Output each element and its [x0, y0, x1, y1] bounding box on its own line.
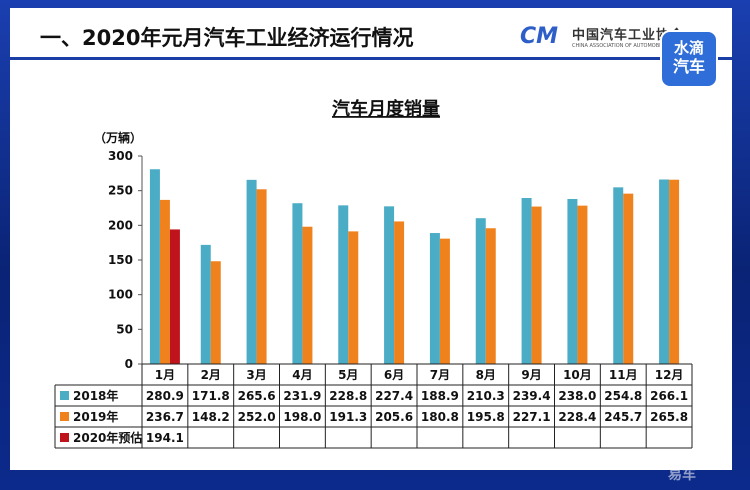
bar-2018年-11月 — [613, 187, 624, 364]
x-category-label: 12月 — [655, 368, 684, 382]
data-value-cell: 231.9 — [283, 389, 321, 403]
data-value-cell: 280.9 — [146, 389, 184, 403]
x-category-label: 11月 — [609, 368, 638, 382]
bar-2018年-12月 — [659, 179, 670, 364]
bar-2019年-7月 — [439, 238, 450, 364]
chart-bars — [149, 169, 680, 364]
x-category-label: 8月 — [476, 368, 496, 382]
data-value-cell: 180.8 — [421, 410, 459, 424]
x-category-label: 5月 — [338, 368, 358, 382]
data-value-cell: 198.0 — [283, 410, 321, 424]
y-axis-unit-label: （万辆） — [94, 130, 142, 145]
data-value-cell: 254.8 — [604, 389, 642, 403]
data-table: 1月 2月 3月 4月 5月 6月 7月 8月 9月 10月 11月 12月 2018年 280.9 171… — [54, 363, 693, 449]
data-value-cell: 239.4 — [513, 389, 551, 403]
caam-logo-chinese: 中国汽车工业协会 — [572, 28, 685, 43]
data-value-cell: 265.6 — [238, 389, 276, 403]
bar-2019年-4月 — [302, 226, 313, 364]
data-value-cell: 238.0 — [558, 389, 596, 403]
y-tick-label: 100 — [108, 288, 133, 302]
bar-2018年-2月 — [200, 244, 211, 364]
bar-2019年-10月 — [577, 205, 588, 364]
data-value-cell: 227.1 — [513, 410, 551, 424]
bar-2019年-8月 — [485, 228, 496, 364]
bar-2018年-5月 — [338, 205, 349, 364]
bar-2020年预估-1月 — [169, 229, 180, 364]
badge-line-2: 汽车 — [672, 57, 705, 76]
y-tick-label: 300 — [108, 149, 133, 163]
legend-label: 2019年 — [73, 409, 118, 424]
caam-logo-mark: CM — [520, 24, 559, 49]
legend-label: 2018年 — [73, 388, 118, 403]
y-tick-label: 0 — [125, 357, 133, 371]
x-category-label: 6月 — [384, 368, 404, 382]
bar-2019年-3月 — [256, 189, 267, 364]
x-category-label: 10月 — [563, 368, 592, 382]
slide-title: 一、2020年元月汽车工业经济运行情况 — [40, 26, 414, 50]
yiche-watermark: 易车 — [668, 467, 696, 483]
bar-2018年-3月 — [246, 179, 257, 364]
bar-2018年-4月 — [292, 203, 303, 364]
y-tick-label: 200 — [108, 218, 133, 232]
bar-2019年-11月 — [623, 193, 634, 364]
y-tick-label: 150 — [108, 253, 133, 267]
data-value-cell: 210.3 — [467, 389, 505, 403]
data-value-cell: 236.7 — [146, 410, 184, 424]
data-value-cell: 171.8 — [192, 389, 230, 403]
legend-swatch-2018年 — [60, 391, 69, 400]
data-value-cell: 228.4 — [558, 410, 596, 424]
title-underline — [10, 57, 732, 60]
caam-logo-english: CHINA ASSOCIATION OF AUTOMOBILE MANUFACT… — [572, 43, 713, 49]
x-category-label: 1月 — [155, 368, 175, 382]
data-value-cell: 245.7 — [604, 410, 642, 424]
data-value-cell: 194.1 — [146, 431, 184, 445]
data-value-cell: 227.4 — [375, 389, 413, 403]
data-value-cell: 195.8 — [467, 410, 505, 424]
data-value-cell: 188.9 — [421, 389, 459, 403]
water-drop-car-badge: 水滴 汽车 — [660, 30, 718, 88]
bar-2019年-2月 — [210, 261, 221, 364]
data-value-cell: 205.6 — [375, 410, 413, 424]
chart-title: 汽车月度销量 — [332, 98, 440, 120]
y-tick-label: 250 — [108, 184, 133, 198]
bar-2018年-1月 — [149, 169, 160, 364]
bar-2019年-9月 — [531, 206, 542, 364]
data-value-cell: 148.2 — [192, 410, 230, 424]
chart-axes: 0 50 100 150 200 250 300 — [108, 149, 143, 371]
legend-label: 2020年预估 — [73, 430, 142, 445]
data-value-cell: 191.3 — [329, 410, 367, 424]
data-value-cell: 266.1 — [650, 389, 688, 403]
legend-swatch-2020年预估 — [60, 433, 69, 442]
data-value-cell: 265.8 — [650, 410, 688, 424]
bar-2018年-6月 — [384, 206, 395, 364]
bar-2019年-6月 — [394, 221, 405, 364]
bar-2019年-12月 — [669, 179, 680, 364]
x-category-label: 4月 — [292, 368, 312, 382]
x-category-label: 3月 — [246, 368, 266, 382]
x-category-label: 2月 — [201, 368, 221, 382]
bar-2018年-7月 — [429, 233, 440, 364]
bar-2018年-8月 — [475, 218, 486, 364]
bar-2019年-5月 — [348, 231, 359, 364]
x-category-label: 9月 — [521, 368, 541, 382]
caam-logo: CM 中国汽车工业协会 CHINA ASSOCIATION OF AUTOMOB… — [520, 24, 713, 54]
badge-line-1: 水滴 — [673, 39, 704, 57]
data-value-cell: 228.8 — [329, 389, 367, 403]
legend-swatch-2019年 — [60, 412, 69, 421]
bar-2018年-9月 — [521, 198, 532, 364]
y-tick-label: 50 — [116, 322, 133, 336]
data-value-cell: 252.0 — [238, 410, 276, 424]
x-category-label: 7月 — [430, 368, 450, 382]
bar-2019年-1月 — [159, 199, 170, 364]
bar-2018年-10月 — [567, 198, 578, 364]
